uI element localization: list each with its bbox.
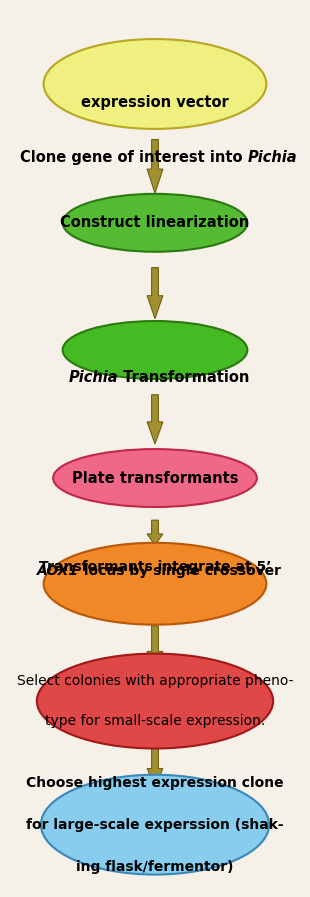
Ellipse shape <box>44 543 266 624</box>
Text: locus by single crossover: locus by single crossover <box>79 563 281 578</box>
FancyArrow shape <box>147 395 163 444</box>
Text: Pichia: Pichia <box>69 370 118 385</box>
FancyArrow shape <box>147 745 163 787</box>
Text: type for small-scale expression.: type for small-scale expression. <box>45 714 265 728</box>
Text: Select colonies with appropriate pheno-: Select colonies with appropriate pheno- <box>17 675 293 688</box>
Ellipse shape <box>63 194 247 252</box>
Text: expression vector: expression vector <box>81 95 229 110</box>
Ellipse shape <box>53 449 257 507</box>
FancyArrow shape <box>147 626 163 673</box>
Text: Pichia: Pichia <box>248 150 298 165</box>
Text: Transformants integrate at 5’: Transformants integrate at 5’ <box>39 560 271 573</box>
Text: ing flask/fermentor): ing flask/fermentor) <box>76 859 234 874</box>
Ellipse shape <box>63 321 247 379</box>
Ellipse shape <box>44 39 266 129</box>
Text: for large-scale experssion (shak-: for large-scale experssion (shak- <box>26 818 284 832</box>
FancyArrow shape <box>147 520 163 545</box>
Text: AOX1: AOX1 <box>37 563 79 578</box>
FancyArrow shape <box>147 140 163 193</box>
FancyArrow shape <box>147 267 163 318</box>
Ellipse shape <box>41 775 269 875</box>
Text: Choose highest expression clone: Choose highest expression clone <box>26 776 284 789</box>
Text: Clone gene of interest into: Clone gene of interest into <box>20 150 248 165</box>
Text: Construct linearization: Construct linearization <box>60 215 250 231</box>
Text: Plate transformants: Plate transformants <box>72 471 238 485</box>
Ellipse shape <box>37 654 273 748</box>
Text: Transformation: Transformation <box>118 370 249 385</box>
